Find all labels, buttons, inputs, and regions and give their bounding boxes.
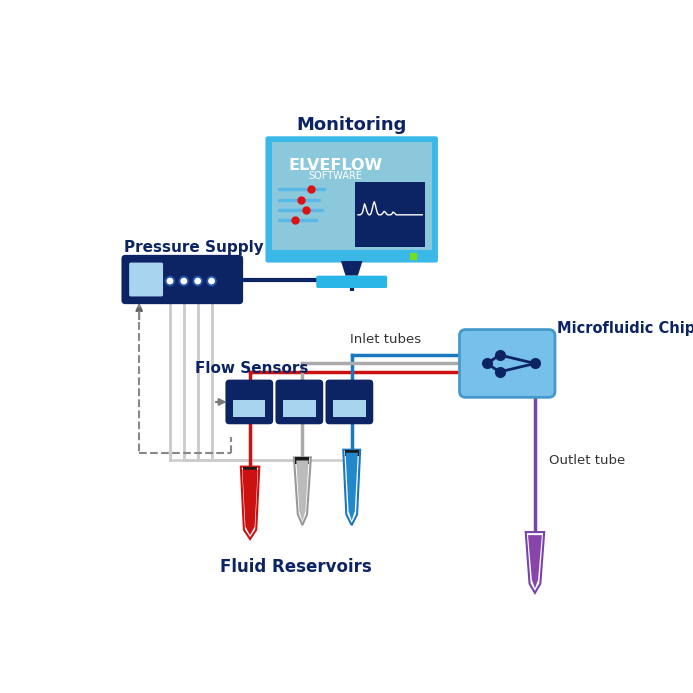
FancyBboxPatch shape (265, 137, 438, 263)
FancyBboxPatch shape (129, 263, 163, 297)
FancyBboxPatch shape (233, 400, 265, 416)
Text: Fluid Reservoirs: Fluid Reservoirs (220, 558, 372, 576)
FancyBboxPatch shape (316, 276, 387, 288)
Text: Flow Sensors: Flow Sensors (195, 360, 308, 376)
FancyBboxPatch shape (243, 466, 257, 473)
Circle shape (181, 279, 186, 283)
Polygon shape (343, 450, 360, 525)
FancyBboxPatch shape (295, 457, 309, 464)
Polygon shape (243, 470, 258, 535)
Polygon shape (341, 261, 362, 276)
Text: Monitoring: Monitoring (297, 116, 407, 134)
Text: Microfluidic Chip: Microfluidic Chip (556, 321, 693, 335)
Circle shape (167, 279, 173, 283)
Circle shape (179, 277, 188, 286)
FancyBboxPatch shape (276, 380, 323, 424)
Polygon shape (241, 466, 259, 539)
Circle shape (195, 279, 200, 283)
Circle shape (207, 277, 216, 286)
Circle shape (166, 277, 175, 286)
Polygon shape (528, 535, 542, 588)
FancyBboxPatch shape (121, 255, 243, 304)
FancyBboxPatch shape (345, 450, 359, 456)
Text: Pressure Supply: Pressure Supply (124, 240, 263, 256)
Polygon shape (297, 460, 308, 521)
Text: Inlet tubes: Inlet tubes (350, 333, 421, 346)
Text: Outlet tube: Outlet tube (549, 454, 625, 467)
FancyBboxPatch shape (355, 182, 426, 247)
FancyBboxPatch shape (283, 400, 315, 416)
Text: SOFTWARE: SOFTWARE (309, 171, 362, 182)
FancyBboxPatch shape (225, 380, 273, 424)
Circle shape (193, 277, 202, 286)
FancyBboxPatch shape (272, 143, 432, 250)
Polygon shape (526, 532, 544, 593)
Text: ELVEFLOW: ELVEFLOW (288, 158, 383, 173)
FancyBboxPatch shape (333, 400, 366, 416)
Polygon shape (346, 453, 358, 520)
Polygon shape (294, 457, 311, 525)
FancyBboxPatch shape (326, 380, 374, 424)
Circle shape (209, 279, 214, 283)
FancyBboxPatch shape (459, 330, 555, 397)
